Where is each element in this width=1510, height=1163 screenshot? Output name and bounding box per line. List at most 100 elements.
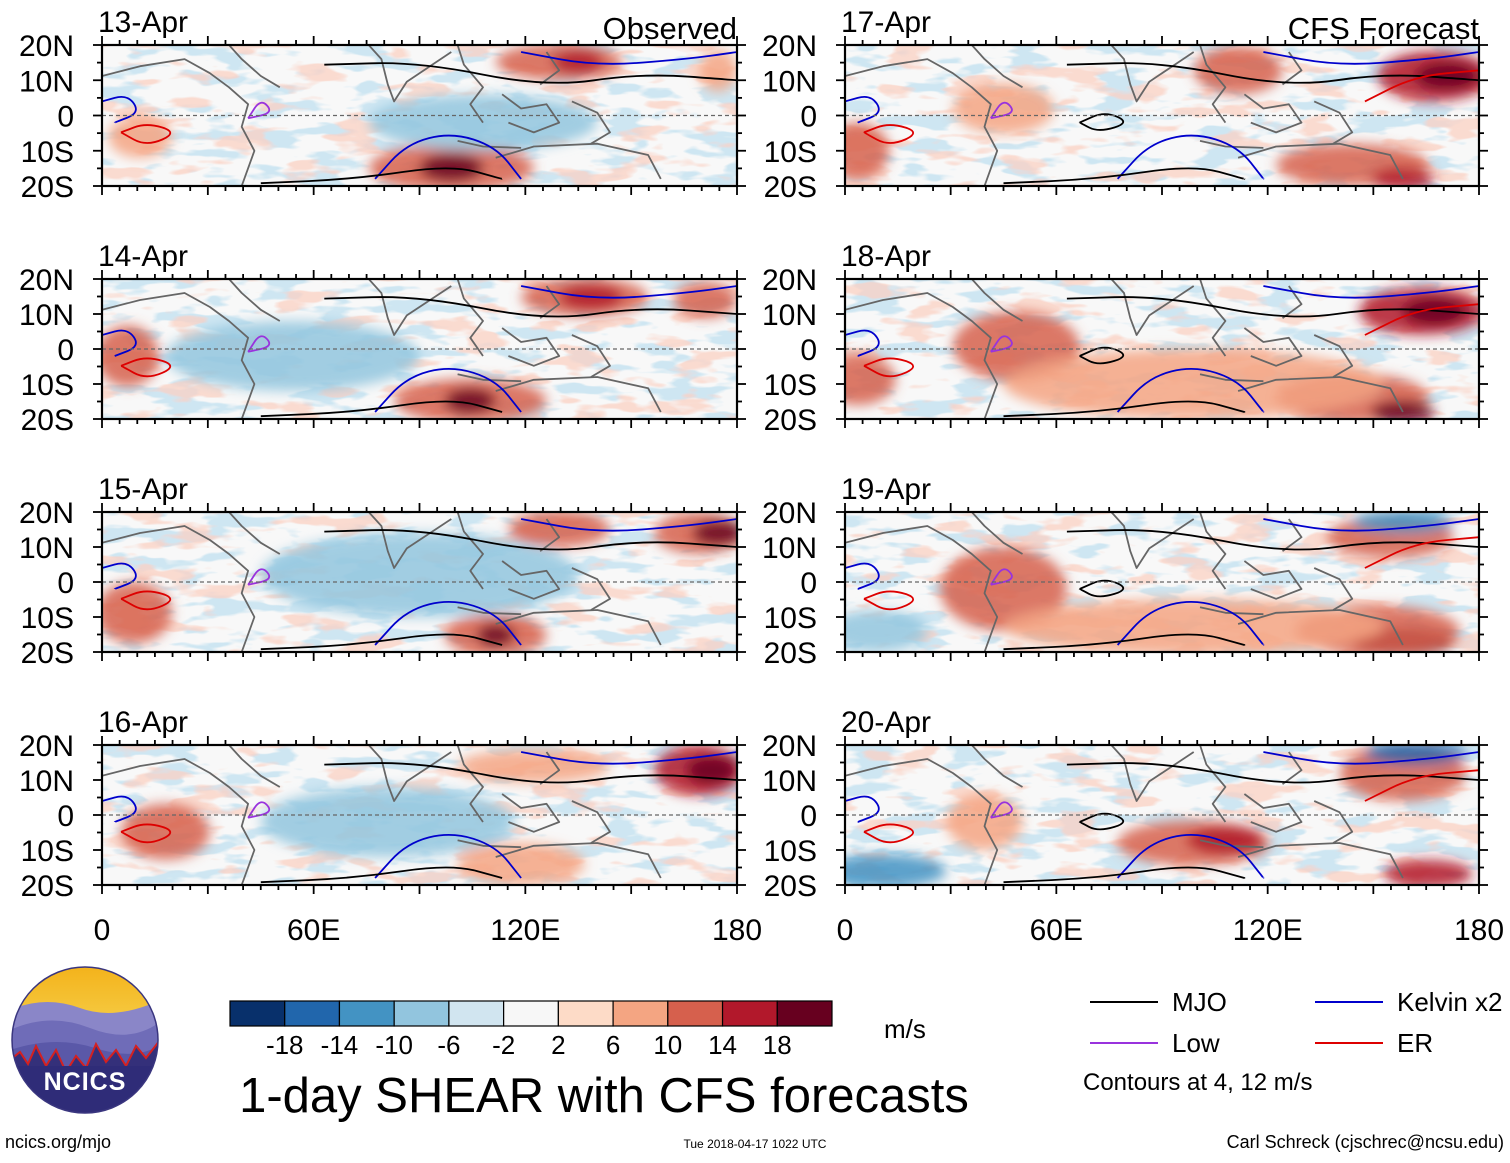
colorbar-swatch [667,1000,724,1027]
coastline [456,45,484,124]
coastline [457,140,522,149]
coastline [571,567,611,611]
shear-anomaly [1187,826,1264,855]
coastline [845,58,999,186]
map-panel: 13-Apr Observed [93,6,746,195]
coastline [1237,609,1404,646]
coastline [368,45,452,103]
y-tick-label: 10N [19,65,74,98]
coastline [456,279,484,357]
coastline [971,45,1023,89]
wave-contour [1116,834,1265,879]
shear-anomaly [260,533,579,617]
shear-anomaly [1364,745,1467,765]
coastlines [102,279,662,419]
wave-contour [863,124,915,144]
colorbar-tick-label: 14 [708,1030,737,1060]
legend-label: Kelvin x2 [1397,987,1503,1017]
coastline [1199,373,1264,383]
y-tick-label: 0 [800,334,817,367]
wave-contour [1364,69,1479,103]
colorbar-tick-label: 2 [551,1030,565,1060]
wave-contour [374,834,522,879]
coastlines [102,745,662,885]
x-tick-label: 60E [287,914,340,947]
wave-contour [120,590,172,611]
shear-anomaly [673,281,737,319]
wave-contour [845,329,880,357]
y-tick-label: 0 [800,567,817,600]
wave-contour [1066,296,1479,318]
wave-contour [1116,368,1265,413]
colorbar-swatch [448,1000,505,1027]
colorbar-tick-label: 18 [763,1030,792,1060]
coastline [571,800,611,844]
wave-contour [1079,113,1125,131]
wave-contour [260,633,503,651]
wave-contour [520,51,737,65]
legend-label: ER [1397,1028,1433,1058]
shear-anomaly [1003,349,1384,419]
y-tick-label: 10S [764,136,817,169]
panel-date: 15-Apr [98,473,188,506]
x-tick-label: 120E [1233,914,1303,947]
coastline [102,525,256,652]
footer-credit: Carl Schreck (cjschrec@ncsu.edu) [1227,1132,1504,1152]
y-tick-label: 0 [800,800,817,833]
colorbar-swatch [503,1000,559,1027]
coastline [495,376,662,413]
shear-anomaly [952,83,1055,134]
coastline [1313,800,1354,844]
wave-contour [1079,579,1125,598]
coastline [1199,279,1227,357]
colorbar-tick-label: -14 [321,1030,359,1060]
wave-contour [1003,633,1246,651]
wave-contour [990,568,1013,586]
figure-title: 1-day SHEAR with CFS forecasts [239,1069,969,1123]
panel-frame [843,43,1481,188]
coastline [1313,100,1354,145]
coastline [501,560,561,600]
wave-contour [324,296,737,318]
coastline [1110,279,1195,336]
map-panel: 15-Apr [93,473,746,661]
shear-anomaly [260,787,515,857]
coastline [457,606,522,616]
wave-contour [102,96,137,124]
shear-anomaly [845,354,896,405]
coastline [1199,606,1264,616]
map-panel: 18-Apr [836,240,1488,428]
panel-date: 14-Apr [98,240,188,273]
wave-contour [1263,51,1479,65]
wave-contours [102,518,737,651]
y-tick-label: 0 [57,334,74,367]
wave-contours [102,285,737,418]
y-tick-label: 20N [762,30,817,63]
wave-contour [324,62,737,84]
y-tick-label: 20S [764,637,817,670]
wave-contour [863,823,915,844]
wave-contour [845,96,880,124]
x-tick-label: 60E [1030,914,1083,947]
wave-contour [520,751,737,765]
coastline [456,745,484,823]
colorbar-swatch [393,1000,450,1027]
y-tick-label: 0 [800,101,817,134]
y-tick-label: 10N [762,65,817,98]
x-tick-label: 180 [1454,914,1504,947]
wave-contours [102,51,737,185]
wave-contour [260,866,503,884]
wave-contour [374,368,522,413]
panel-date: 20-Apr [841,706,931,739]
wave-contour [260,400,503,418]
panel-frame [100,43,739,188]
y-tick-label: 20S [764,171,817,204]
map-panel: 20-Apr [836,706,1488,894]
y-tick-label: 10S [21,835,74,868]
colorbar-swatch [612,1000,669,1027]
wave-contour [1116,134,1265,180]
wave-contour [1263,518,1479,532]
x-tick-label: 0 [94,914,111,947]
colorbar-swatch [229,1000,286,1027]
